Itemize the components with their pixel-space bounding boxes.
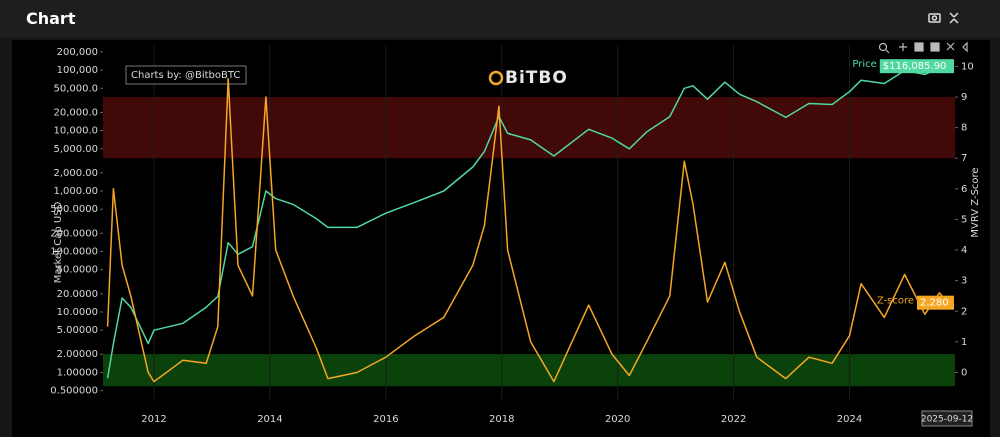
y2-tick-label: 6 bbox=[961, 184, 967, 195]
header-title: Chart bbox=[26, 9, 76, 28]
y2-tick-label: 7 bbox=[961, 153, 967, 164]
y-tick-label: 0.500000 bbox=[50, 386, 98, 397]
y-tick-label: 5.00000 bbox=[57, 325, 98, 336]
y-tick-label: 200.0000 bbox=[50, 228, 98, 239]
y2-tick-label: 9 bbox=[961, 92, 967, 103]
y2-tick-label: 3 bbox=[961, 276, 967, 287]
y-tick-label: 100,000 bbox=[57, 65, 98, 76]
value-label: 2.280 bbox=[920, 298, 949, 309]
y-tick-label: 100.0000 bbox=[50, 246, 98, 257]
logo-icon bbox=[488, 70, 504, 86]
series-line bbox=[106, 65, 949, 379]
y-axis-title: Market Cap USD bbox=[53, 201, 64, 283]
y2-axis-title: MVRV Z-Score bbox=[970, 167, 981, 237]
y-tick-label: 50.0000 bbox=[57, 265, 98, 276]
cursor-label-box bbox=[921, 410, 973, 427]
y-tick-label: 1.00000 bbox=[57, 367, 98, 378]
y-tick-label: 20.0000 bbox=[57, 289, 98, 300]
y-tick-label: 5,000.00 bbox=[53, 144, 98, 155]
x-tick-label: 2020 bbox=[605, 414, 630, 425]
credit: Charts by: @BitboBTC bbox=[131, 70, 240, 81]
x-tick-label: 2018 bbox=[489, 414, 514, 425]
y-tick-label: 20,000.0 bbox=[53, 107, 98, 118]
x-tick-label: 2016 bbox=[373, 414, 398, 425]
plot-toolbar[interactable] bbox=[878, 41, 968, 54]
header: Chart bbox=[0, 0, 1000, 38]
y2-tick-label: 10 bbox=[961, 61, 974, 72]
y2-tick-label: 5 bbox=[961, 214, 967, 225]
value-label: $116,085.90 bbox=[883, 61, 947, 72]
y-tick-label: 500.0000 bbox=[50, 204, 98, 215]
zone-band bbox=[103, 354, 955, 387]
header-icons[interactable] bbox=[928, 12, 959, 24]
y-tick-label: 2.00000 bbox=[57, 349, 98, 360]
x-tick-label: 2024 bbox=[837, 414, 862, 425]
zone-band bbox=[103, 97, 955, 159]
credit-box bbox=[125, 65, 247, 85]
cursor-label: 2025-09-12 bbox=[921, 415, 973, 425]
y-tick-label: 50,000.0 bbox=[53, 83, 98, 94]
y-tick-label: 1,000.00 bbox=[53, 186, 98, 197]
y2-tick-label: 1 bbox=[961, 337, 967, 348]
y-tick-label: 10.0000 bbox=[57, 307, 98, 318]
y-tick-label: 200,000 bbox=[57, 47, 98, 58]
y-tick-label: 10,000.0 bbox=[53, 126, 98, 137]
value-label-box bbox=[917, 295, 954, 310]
x-tick-label: 2022 bbox=[721, 414, 746, 425]
y-tick-label: 2,000.00 bbox=[53, 168, 98, 179]
y2-tick-label: 8 bbox=[961, 123, 967, 134]
logo: BiTBO bbox=[505, 68, 568, 88]
y2-tick-label: 2 bbox=[961, 306, 967, 317]
series-name: Price bbox=[852, 59, 876, 70]
y2-tick-label: 4 bbox=[961, 245, 967, 256]
x-tick-label: 2012 bbox=[141, 414, 166, 425]
series-name: Z-score bbox=[877, 296, 914, 307]
x-tick-label: 2014 bbox=[257, 414, 282, 425]
series-line bbox=[106, 77, 949, 383]
value-label-box bbox=[879, 59, 954, 74]
y2-tick-label: 0 bbox=[961, 367, 967, 378]
